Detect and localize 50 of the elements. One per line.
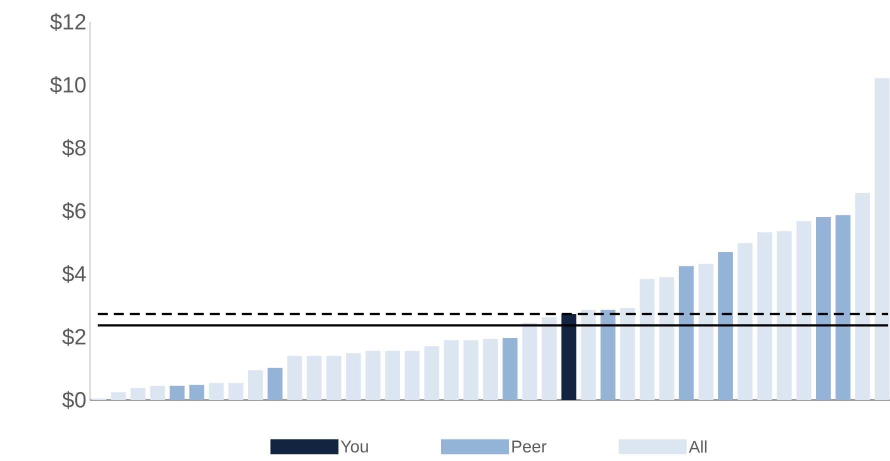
bar (796, 221, 812, 400)
bar (678, 266, 694, 400)
bar (366, 350, 380, 400)
bar (776, 231, 792, 400)
bar (855, 193, 870, 400)
legend-label: Peer (512, 440, 546, 452)
bar (463, 340, 478, 400)
y-tick-label: $12 (50, 13, 86, 31)
bar (404, 350, 420, 400)
y-tick-label: $2 (62, 328, 86, 346)
bar (268, 368, 283, 400)
legend-label: All (688, 440, 706, 453)
bar (561, 314, 576, 400)
bar (130, 388, 146, 400)
bar (757, 232, 772, 400)
bar (424, 346, 440, 400)
bar (346, 353, 361, 400)
bar (170, 386, 185, 400)
bar (326, 356, 342, 400)
bar (522, 322, 538, 400)
bar (640, 279, 655, 400)
bar (287, 356, 302, 400)
bar (580, 310, 596, 400)
bar (738, 243, 753, 400)
bar (659, 277, 674, 400)
bar (248, 370, 263, 400)
bar (208, 382, 224, 400)
bar (620, 308, 636, 400)
y-tick-label: $0 (62, 391, 86, 409)
bar (483, 338, 498, 400)
bar (306, 356, 322, 400)
bar (718, 252, 733, 400)
y-tick-label: $8 (62, 139, 86, 157)
bar (189, 384, 204, 400)
bar (542, 317, 557, 400)
y-tick-label: $4 (62, 265, 86, 283)
y-tick-label: $10 (50, 76, 86, 94)
bar (444, 340, 459, 400)
bar (816, 216, 831, 400)
bar (836, 215, 850, 400)
legend-label: You (340, 440, 368, 452)
bar (228, 382, 244, 400)
bar (600, 310, 616, 400)
y-tick-label: $6 (62, 202, 86, 220)
bar (150, 386, 166, 400)
bar (502, 338, 518, 400)
bar (110, 392, 126, 400)
bar (698, 264, 714, 400)
bar (385, 350, 400, 400)
bar (874, 78, 890, 400)
